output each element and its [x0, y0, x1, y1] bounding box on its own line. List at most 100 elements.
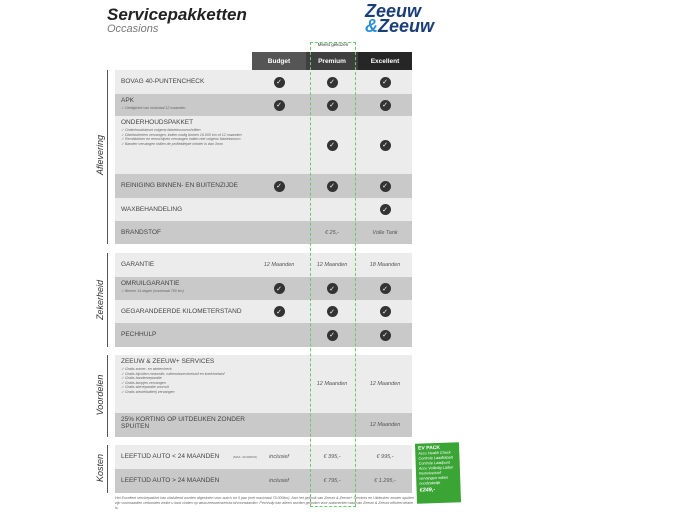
table-row: LEEFTIJD AUTO < 24 MAANDEN (MAX. 30.000KM…: [115, 445, 412, 469]
check-cell: ✓: [358, 94, 412, 116]
table-row: REINIGING BINNEN- EN BUITENZIJDE ✓ ✓ ✓: [115, 174, 412, 198]
check-icon: ✓: [326, 76, 338, 88]
column-header-excellent: Excellent: [358, 52, 412, 70]
value-cell: € 1.295,-: [374, 478, 396, 484]
check-cell: ✓: [358, 277, 412, 300]
table-row: WAXBEHANDELING ✓: [115, 198, 412, 221]
section-label: Voordelen: [95, 374, 105, 416]
check-icon: ✓: [379, 180, 391, 192]
value-cell: 18 Maanden: [369, 262, 401, 268]
check-icon: ✓: [379, 283, 391, 294]
table-row: ZEEUW & ZEEUW+ SERVICES ✓ Gratis zomer- e…: [115, 355, 412, 413]
check-cell: ✓: [358, 300, 412, 323]
empty-cell: [252, 413, 306, 437]
note-item: ✓ Distributieriem vervangen, indien nodi…: [121, 132, 242, 137]
value-cell: € 395,-: [323, 454, 341, 460]
table-row: BOVAG 40-PUNTENCHECK ✓ ✓ ✓: [115, 70, 412, 94]
row-label: REINIGING BINNEN- EN BUITENZIJDE: [121, 182, 239, 189]
value-cell: 12 Maanden: [263, 262, 295, 268]
check-cell: ✓: [306, 300, 358, 323]
table-row: BRANDSTOF € 25,- Volle Tank: [115, 221, 412, 244]
check-cell: ✓: [358, 174, 412, 198]
check-icon: ✓: [273, 99, 285, 111]
page-title: Servicepakketten: [107, 5, 247, 24]
row-notes: ✓ Gratis zomer- en wintercheck ✓ Gratis b…: [121, 367, 251, 395]
value-cell: 12 Maanden: [316, 381, 348, 387]
check-cell: ✓: [306, 323, 358, 347]
check-cell: ✓: [358, 323, 412, 347]
value-cell: € 795,-: [323, 478, 341, 484]
logo: Zeeuw &Zeeuw: [365, 1, 435, 36]
empty-cell: [252, 221, 306, 244]
row-label: APK: [121, 97, 135, 104]
table-row: OMRUILGARANTIE ✓ Binnen 14 dagen (maximaa…: [115, 277, 412, 300]
row-label: ZEEUW & ZEEUW+ SERVICES: [121, 358, 215, 365]
value-cell: inclusief: [269, 454, 289, 460]
note-item: ✓ Gratis bijvullen motorolie, ruitenwiss…: [121, 371, 225, 376]
page-subtitle: Occasions: [107, 23, 159, 35]
section-label: Aflevering: [95, 134, 105, 176]
check-cell: ✓: [252, 174, 306, 198]
note-item: ✓ Gratis sterreparatie voorruit: [121, 385, 169, 390]
note-item: ✓ Gratis bandenreparatie: [121, 376, 162, 381]
ev-pack: EV PACK Accu Health Check Controle Laadka…: [414, 442, 462, 504]
value-cell: € 995,-: [376, 454, 394, 460]
row-notes: ✓ Geldigheid van minimaal 12 maanden: [121, 106, 251, 111]
row-notes: ✓ Binnen 14 dagen (maximaal 750 km): [121, 289, 251, 294]
check-icon: ✓: [379, 139, 391, 151]
section-divider: [107, 355, 108, 437]
row-label: BRANDSTOF: [121, 228, 161, 236]
check-icon: ✓: [326, 306, 338, 317]
note-item: ✓ Banden vervangen indien de profieldiep…: [121, 141, 223, 146]
table-row: GEGARANDEERDE KILOMETERSTAND ✓ ✓ ✓: [115, 300, 412, 323]
value-cell: € 25,-: [324, 229, 340, 236]
table-row: 25% KORTING OP UITDEUKEN ZONDER SPUITEN 1…: [115, 413, 412, 437]
note-item: ✓ Gratis zomer- en wintercheck: [121, 367, 172, 371]
note-item: ✓ Binnen 14 dagen (maximaal 750 km): [121, 289, 184, 293]
premium-highlight: [310, 42, 356, 507]
check-icon: ✓: [326, 139, 338, 151]
check-icon: ✓: [273, 180, 285, 192]
row-notes: ✓ Onderhoudsbeurt volgens fabrieksvoorsc…: [121, 128, 251, 146]
value-cell: inclusief: [269, 478, 289, 484]
check-cell: ✓: [252, 94, 306, 116]
check-icon: ✓: [379, 99, 391, 111]
table-row: ONDERHOUDSPAKKET ✓ Onderhoudsbeurt volgen…: [115, 116, 412, 174]
check-cell: ✓: [358, 198, 412, 221]
ev-pack-price: €249,-: [419, 487, 436, 494]
row-label: GEGARANDEERDE KILOMETERSTAND: [121, 307, 242, 315]
row-label: 25% KORTING OP UITDEUKEN ZONDER SPUITEN: [121, 416, 246, 430]
row-label: GARANTIE: [121, 261, 155, 268]
check-icon: ✓: [326, 283, 338, 294]
row-label-note: (MAX. 30.000KM): [233, 455, 257, 459]
check-cell: ✓: [306, 70, 358, 94]
row-label: BOVAG 40-PUNTENCHECK: [121, 78, 205, 85]
check-icon: ✓: [273, 76, 285, 88]
value-cell: 12 Maanden: [316, 262, 348, 268]
check-cell: ✓: [358, 70, 412, 94]
section-label: Kosten: [95, 453, 105, 483]
check-icon: ✓: [379, 76, 391, 88]
check-icon: ✓: [273, 283, 285, 294]
table-row: GARANTIE 12 Maanden 12 Maanden 18 Maanden: [115, 253, 412, 277]
check-icon: ✓: [326, 329, 338, 341]
row-label: PECHHULP: [121, 331, 157, 338]
note-item: ✓ Remblokken en remschijven vervangen in…: [121, 137, 241, 142]
column-header-budget: Budget: [252, 52, 306, 70]
ev-pack-item: Remvloeistof vervangen indien noodzakeli…: [418, 470, 449, 486]
note-item: ✓ Geldigheid van minimaal 12 maanden: [121, 106, 186, 110]
value-cell: 12 Maanden: [369, 422, 401, 428]
row-label: ONDERHOUDSPAKKET: [121, 119, 194, 126]
check-cell: ✓: [306, 116, 358, 174]
row-label: OMRUILGARANTIE: [121, 280, 180, 287]
column-header-premium: Premium: [306, 52, 358, 70]
section-divider: [107, 253, 108, 347]
check-icon: ✓: [273, 306, 285, 317]
empty-cell: [252, 355, 306, 413]
check-cell: ✓: [252, 300, 306, 323]
section-divider: [107, 445, 108, 493]
table-row: PECHHULP ✓ ✓: [115, 323, 412, 347]
table-row: APK ✓ Geldigheid van minimaal 12 maanden ✓…: [115, 94, 412, 116]
check-cell: ✓: [358, 116, 412, 174]
table-row: LEEFTIJD AUTO > 24 MAANDEN inclusief € 795…: [115, 469, 412, 493]
